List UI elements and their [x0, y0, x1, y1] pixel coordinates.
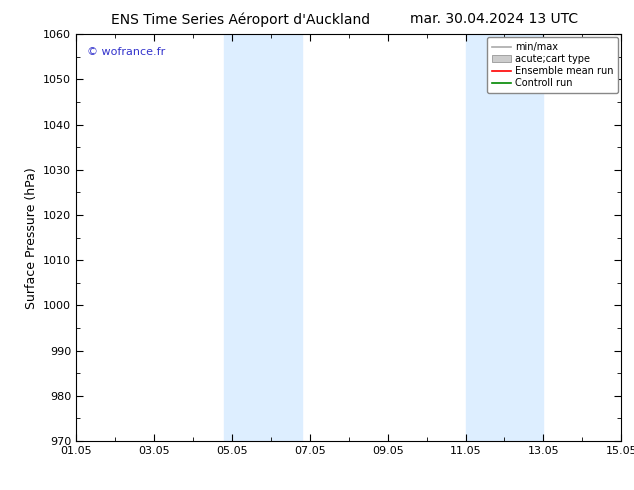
Bar [465, 34, 543, 441]
Text: © wofrance.fr: © wofrance.fr [87, 47, 165, 56]
Y-axis label: Surface Pressure (hPa): Surface Pressure (hPa) [25, 167, 37, 309]
Text: mar. 30.04.2024 13 UTC: mar. 30.04.2024 13 UTC [410, 12, 579, 26]
Legend: min/max, acute;cart type, Ensemble mean run, Controll run: min/max, acute;cart type, Ensemble mean … [487, 37, 618, 93]
Bar [224, 34, 302, 441]
Text: ENS Time Series Aéroport d'Auckland: ENS Time Series Aéroport d'Auckland [112, 12, 370, 27]
